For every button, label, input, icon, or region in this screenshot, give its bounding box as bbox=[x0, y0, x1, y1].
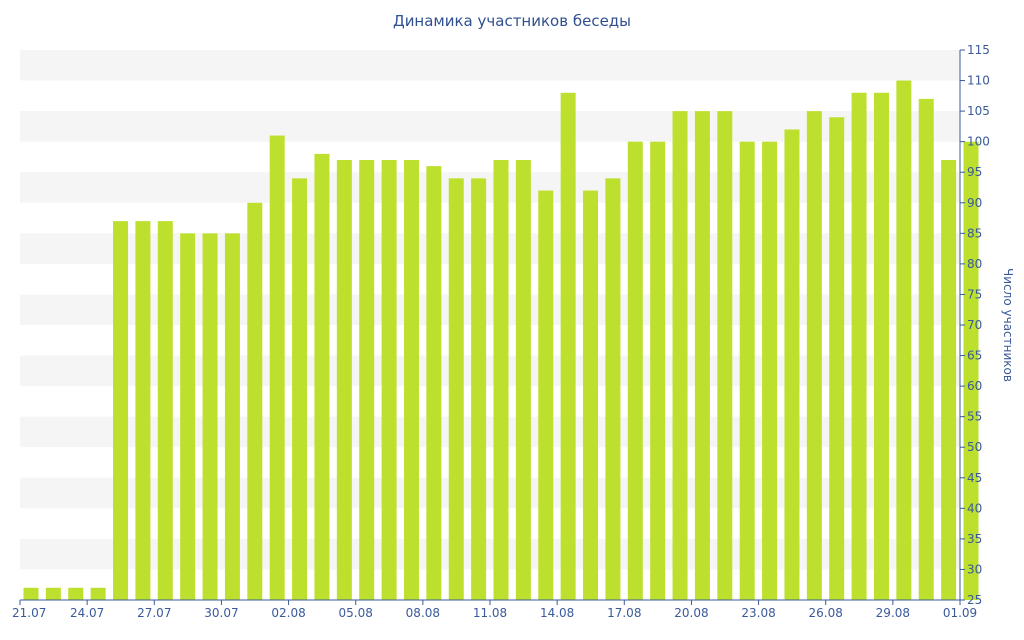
bar bbox=[694, 111, 710, 600]
bar bbox=[941, 160, 957, 600]
x-tick-label: 08.08 bbox=[406, 606, 440, 620]
bar bbox=[672, 111, 688, 600]
chart-title: Динамика участников беседы bbox=[392, 12, 632, 30]
bar bbox=[426, 166, 442, 600]
x-tick-label: 23.08 bbox=[741, 606, 775, 620]
bar bbox=[560, 92, 576, 601]
bar bbox=[314, 153, 330, 600]
bar bbox=[627, 141, 643, 600]
y-tick-label: 75 bbox=[967, 287, 982, 301]
x-tick-label: 24.07 bbox=[70, 606, 104, 620]
x-tick-label: 17.08 bbox=[607, 606, 641, 620]
bar bbox=[493, 160, 509, 600]
grid-band bbox=[20, 172, 960, 203]
bar bbox=[269, 135, 285, 601]
y-tick-label: 100 bbox=[967, 135, 990, 149]
y-tick-label: 50 bbox=[967, 440, 982, 454]
y-tick-label: 60 bbox=[967, 379, 982, 393]
y-tick-label: 25 bbox=[967, 593, 982, 607]
y-tick-label: 105 bbox=[967, 104, 990, 118]
bar bbox=[873, 92, 889, 601]
bar bbox=[739, 141, 755, 600]
y-tick-label: 90 bbox=[967, 196, 982, 210]
bar bbox=[135, 221, 151, 600]
x-tick-label: 01.09 bbox=[943, 606, 977, 620]
y-tick-label: 55 bbox=[967, 410, 982, 424]
bar bbox=[68, 587, 84, 600]
grid-band bbox=[20, 416, 960, 448]
bar bbox=[851, 92, 867, 601]
bar bbox=[202, 233, 218, 601]
grid-band bbox=[20, 294, 960, 325]
bar bbox=[762, 141, 778, 600]
y-tick-label: 70 bbox=[967, 318, 982, 332]
bar bbox=[23, 587, 39, 600]
x-tick-label: 30.07 bbox=[204, 606, 238, 620]
y-tick-label: 110 bbox=[967, 74, 990, 88]
bar bbox=[180, 233, 196, 601]
bar bbox=[784, 129, 800, 600]
grid-bands bbox=[20, 50, 960, 570]
x-tick-label: 27.07 bbox=[137, 606, 171, 620]
grid-band bbox=[20, 477, 960, 509]
y-tick-label: 80 bbox=[967, 257, 982, 271]
bar bbox=[605, 178, 621, 601]
bar bbox=[963, 141, 979, 600]
bar bbox=[583, 190, 599, 601]
x-tick-label: 29.08 bbox=[876, 606, 910, 620]
bar bbox=[448, 178, 464, 601]
y-tick-label: 35 bbox=[967, 532, 982, 546]
y-tick-label: 95 bbox=[967, 165, 982, 179]
y-tick-label: 65 bbox=[967, 349, 982, 363]
bar bbox=[359, 160, 375, 600]
grid-band bbox=[20, 50, 960, 81]
bar bbox=[224, 233, 240, 601]
y-tick-label: 45 bbox=[967, 471, 982, 485]
bar bbox=[292, 178, 308, 601]
bar bbox=[896, 80, 912, 601]
y-axis: 25 30 35 40 45 50 55 60 65 70 75 80 85 90 95 100 105 110 1… bbox=[959, 43, 990, 607]
x-tick-label: 26.08 bbox=[809, 606, 843, 620]
x-tick-label: 11.08 bbox=[473, 606, 507, 620]
bar bbox=[471, 178, 487, 601]
y-tick-label: 40 bbox=[967, 501, 982, 515]
bar bbox=[717, 111, 733, 600]
x-tick-label: 02.08 bbox=[271, 606, 305, 620]
bar bbox=[90, 587, 106, 600]
bar bbox=[806, 111, 822, 600]
bar bbox=[829, 117, 845, 600]
bar bbox=[45, 587, 61, 600]
bar bbox=[157, 221, 173, 600]
bar bbox=[381, 160, 397, 600]
y-tick-label: 30 bbox=[967, 562, 982, 576]
x-tick-label: 20.08 bbox=[674, 606, 708, 620]
y-tick-label: 85 bbox=[967, 226, 982, 240]
grid-band bbox=[20, 538, 960, 570]
x-tick-label: 14.08 bbox=[540, 606, 574, 620]
x-tick-label: 21.07 bbox=[12, 606, 46, 620]
bar bbox=[113, 221, 129, 600]
y-tick-label: 115 bbox=[967, 43, 990, 57]
x-axis: 21.07 24.07 27.07 30.07 02.08 05.08 08.08 11.08… bbox=[12, 599, 977, 620]
bar bbox=[538, 190, 554, 601]
bar bbox=[403, 160, 419, 600]
bar bbox=[336, 160, 352, 600]
y-axis-title: Число участников bbox=[1001, 268, 1015, 382]
grid-band bbox=[20, 355, 960, 387]
x-tick-label: 05.08 bbox=[339, 606, 373, 620]
bar bbox=[650, 141, 666, 600]
bar-series bbox=[23, 80, 979, 601]
grid-band bbox=[20, 233, 960, 264]
bar bbox=[918, 98, 934, 600]
grid-band bbox=[20, 111, 960, 142]
bar bbox=[515, 160, 531, 600]
bar bbox=[247, 202, 263, 600]
